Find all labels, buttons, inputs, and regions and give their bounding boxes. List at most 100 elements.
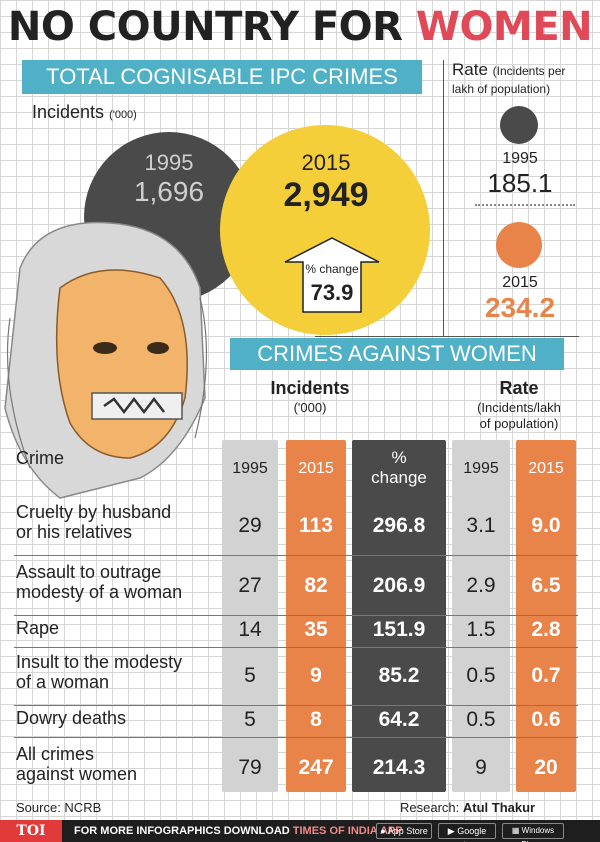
bubble-2015-value: 2,949 [283,176,369,214]
crime-label-line1: Rape [16,618,60,638]
cell-inc-1995: 29 [238,514,262,537]
crime-label-line2: of a woman [16,672,110,692]
bubble-1995-value: 1,696 [133,176,205,207]
cell-rate-2015: 9.0 [531,514,561,537]
rate-1995-value: 185.1 [487,168,553,198]
crime-label-line1: All crimes [16,744,95,764]
windows-phone-badge[interactable]: ▦ Windows Phone [502,823,564,842]
crime-label-line2: modesty of a woman [16,582,183,602]
cell-rate-1995: 3.1 [466,514,496,537]
app-store-badge[interactable]: ● App Store [376,823,432,839]
cell-inc-2015: 8 [310,708,322,731]
crime-label: Rape [16,618,216,638]
crime-label-line2: or his relatives [16,522,133,542]
cell-pct-change: 206.9 [372,574,426,597]
windows-icon: ▦ [511,826,520,835]
cell-inc-2015: 35 [304,618,328,641]
incidents-unit: ('000) [109,109,137,121]
rate-divider-dotted [475,204,575,206]
google-play-label: Google play [457,826,487,842]
crime-header: Crime [16,448,64,468]
cell-inc-1995: 14 [238,618,262,641]
crime-label: Dowry deaths [16,708,216,728]
cell-rate-1995: 2.9 [466,574,496,597]
section2-banner: CRIMES AGAINST WOMEN [230,338,564,370]
cell-inc-2015: 82 [304,574,328,597]
promo-app-name: TIMES OF INDIA APP [292,825,403,837]
col-header-rate-2015: 2015 [528,460,564,477]
pct-change-label: % change [305,262,359,276]
cell-inc-1995: 27 [238,574,262,597]
research-label: Research: [400,800,460,815]
rate-header-unit-1: (Incidents/lakh [477,400,561,415]
bubble-1995-year: 1995 [144,150,194,175]
row-divider [14,647,578,648]
rate-1995-year: 1995 [502,150,538,167]
col-header-change-1: % [391,448,407,467]
cell-rate-2015: 2.8 [531,618,561,641]
page-title: NO COUNTRY FOR WOMEN [0,4,600,50]
cell-rate-2015: 0.7 [531,664,561,687]
title-highlight: WOMEN [415,4,593,50]
cell-rate-1995: 0.5 [466,664,496,687]
column-rate-2015-bg [516,440,576,792]
promo-text-main: FOR MORE INFOGRAPHICS DOWNLOAD [74,825,290,837]
cell-inc-2015: 247 [298,756,334,779]
cell-pct-change: 214.3 [372,756,426,779]
column-2015-bg [286,440,346,792]
bubble-2015-year: 2015 [301,150,351,175]
title-main: NO COUNTRY FOR [7,4,403,50]
column-change-bg [352,440,446,792]
cell-inc-2015: 113 [299,514,333,537]
cell-pct-change: 85.2 [378,664,420,687]
incidents-header-unit: ('000) [293,400,327,415]
cell-inc-1995: 5 [244,664,256,687]
cell-rate-1995: 9 [475,756,487,779]
crime-label-line2: against women [16,764,138,784]
incidents-header: Incidents [270,378,350,398]
col-header-change-2: change [371,468,427,487]
column-1995-bg [222,440,278,792]
section1-title: TOTAL COGNISABLE IPC CRIMES [46,64,398,89]
col-header-change: % change [352,448,446,488]
col-header-1995: 1995 [232,460,268,477]
crime-label-line1: Insult to the modesty [16,652,183,672]
research-credit: Research: Atul Thakur [400,800,535,815]
apple-icon: ● [380,826,386,836]
crime-label: Assault to outrage modesty of a woman [16,562,216,602]
incidents-label-group: Incidents ('000) [32,102,137,123]
source-note: Source: NCRB [16,800,102,815]
cell-pct-change: 296.8 [372,514,426,537]
rate-bubble-1995 [500,106,538,144]
cell-pct-change: 64.2 [378,708,420,731]
rate-header-unit: (Incidents/lakh of population) [454,400,584,432]
incidents-label: Incidents [32,102,105,122]
cell-rate-2015: 6.5 [531,574,561,597]
promo-text: FOR MORE INFOGRAPHICS DOWNLOAD TIMES OF … [74,820,403,842]
row-divider [14,555,578,556]
google-play-badge[interactable]: ▶ Google play [438,823,496,842]
row-divider [14,615,578,616]
play-icon: ▶ [447,826,455,836]
rate-2015-value: 234.2 [484,292,556,323]
section2-title: CRIMES AGAINST WOMEN [257,341,537,366]
windows-phone-label: Windows Phone [521,826,555,842]
col-header-2015: 2015 [298,460,334,477]
pct-change-value: 73.9 [310,280,354,305]
rate-header: Rate [499,378,539,398]
col-header-rate-1995: 1995 [463,460,499,477]
crime-label-line1: Dowry deaths [16,708,127,728]
cell-inc-1995: 79 [238,756,262,779]
crime-label-line1: Assault to outrage [16,562,162,582]
cell-inc-1995: 5 [244,708,256,731]
rate-panel-divider [443,60,444,336]
rate-panel-title: Rate [452,60,488,79]
cell-inc-2015: 9 [310,664,322,687]
column-rate-1995-bg [452,440,510,792]
cell-rate-1995: 1.5 [466,618,496,641]
row-divider [14,737,578,738]
footer-bar: TOI FOR MORE INFOGRAPHICS DOWNLOAD TIMES… [0,820,600,842]
crime-label: Cruelty by husband or his relatives [16,502,216,542]
crime-label: All crimes against women [16,744,216,784]
section1-banner: TOTAL COGNISABLE IPC CRIMES [22,60,422,94]
